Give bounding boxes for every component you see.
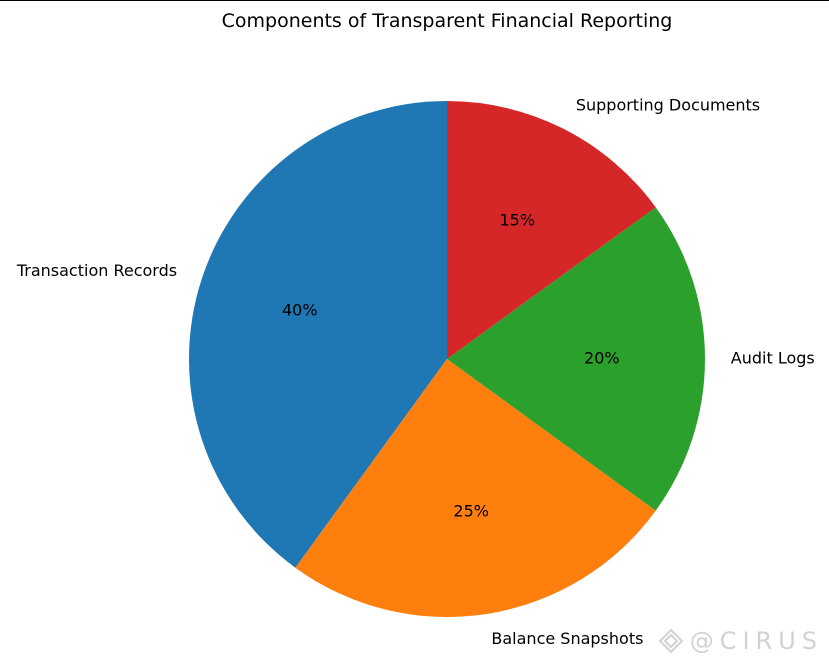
watermark-text: @CIRUS xyxy=(689,627,823,655)
slice-label: Supporting Documents xyxy=(576,96,760,115)
percent-label: 15% xyxy=(499,211,535,230)
percent-label: 25% xyxy=(453,501,489,520)
percent-label: 20% xyxy=(584,349,620,368)
pie-slices xyxy=(189,100,705,617)
pie-labels: Transaction Records 40% Balance Snapshots 2… xyxy=(16,96,815,648)
pie-slice-audit-logs xyxy=(447,207,705,511)
pie-slice-supporting-documents xyxy=(447,100,656,359)
slice-label: Balance Snapshots xyxy=(491,629,643,648)
slice-label: Audit Logs xyxy=(731,349,815,368)
top-border xyxy=(0,0,829,1)
watermark: @CIRUS xyxy=(658,627,823,655)
diamond-logo-icon xyxy=(658,628,684,654)
pie-slice-transaction-records xyxy=(189,101,448,568)
percent-label: 40% xyxy=(282,301,318,320)
chart-title: Components of Transparent Financial Repo… xyxy=(222,10,673,32)
pie-slice-balance-snapshots xyxy=(295,359,656,617)
slice-label: Transaction Records xyxy=(16,261,177,280)
